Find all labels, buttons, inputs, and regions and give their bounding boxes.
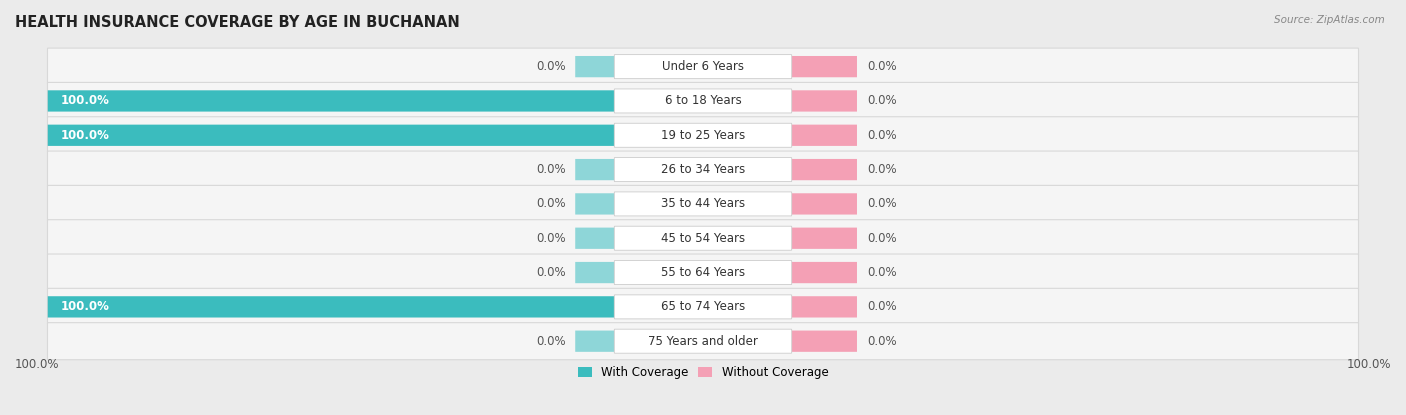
Text: 35 to 44 Years: 35 to 44 Years: [661, 198, 745, 210]
Text: 0.0%: 0.0%: [536, 334, 565, 348]
Text: 0.0%: 0.0%: [536, 232, 565, 245]
Text: 26 to 34 Years: 26 to 34 Years: [661, 163, 745, 176]
FancyBboxPatch shape: [48, 288, 1358, 325]
Legend: With Coverage, Without Coverage: With Coverage, Without Coverage: [572, 361, 834, 384]
Text: 45 to 54 Years: 45 to 54 Years: [661, 232, 745, 245]
Text: 55 to 64 Years: 55 to 64 Years: [661, 266, 745, 279]
FancyBboxPatch shape: [792, 124, 858, 146]
Text: 19 to 25 Years: 19 to 25 Years: [661, 129, 745, 142]
FancyBboxPatch shape: [614, 55, 792, 78]
Text: 75 Years and older: 75 Years and older: [648, 334, 758, 348]
Text: 100.0%: 100.0%: [60, 129, 110, 142]
FancyBboxPatch shape: [48, 124, 614, 146]
FancyBboxPatch shape: [48, 322, 1358, 360]
FancyBboxPatch shape: [792, 90, 858, 112]
FancyBboxPatch shape: [614, 329, 792, 353]
FancyBboxPatch shape: [614, 89, 792, 113]
Text: 100.0%: 100.0%: [1347, 358, 1391, 371]
Text: 100.0%: 100.0%: [60, 95, 110, 107]
FancyBboxPatch shape: [792, 296, 858, 317]
FancyBboxPatch shape: [614, 295, 792, 319]
FancyBboxPatch shape: [614, 158, 792, 182]
Text: Under 6 Years: Under 6 Years: [662, 60, 744, 73]
FancyBboxPatch shape: [48, 220, 1358, 257]
FancyBboxPatch shape: [575, 331, 614, 352]
Text: 0.0%: 0.0%: [868, 163, 897, 176]
FancyBboxPatch shape: [48, 186, 1358, 222]
FancyBboxPatch shape: [575, 56, 614, 77]
FancyBboxPatch shape: [575, 227, 614, 249]
Text: 0.0%: 0.0%: [868, 266, 897, 279]
Text: 0.0%: 0.0%: [536, 266, 565, 279]
FancyBboxPatch shape: [575, 193, 614, 215]
FancyBboxPatch shape: [614, 123, 792, 147]
FancyBboxPatch shape: [614, 192, 792, 216]
FancyBboxPatch shape: [792, 262, 858, 283]
FancyBboxPatch shape: [792, 227, 858, 249]
Text: 0.0%: 0.0%: [868, 95, 897, 107]
Text: 0.0%: 0.0%: [868, 232, 897, 245]
FancyBboxPatch shape: [614, 226, 792, 250]
Text: 0.0%: 0.0%: [868, 334, 897, 348]
Text: HEALTH INSURANCE COVERAGE BY AGE IN BUCHANAN: HEALTH INSURANCE COVERAGE BY AGE IN BUCH…: [15, 15, 460, 30]
Text: 0.0%: 0.0%: [536, 198, 565, 210]
FancyBboxPatch shape: [48, 83, 1358, 120]
FancyBboxPatch shape: [48, 254, 1358, 291]
Text: 100.0%: 100.0%: [15, 358, 59, 371]
FancyBboxPatch shape: [48, 48, 1358, 85]
Text: 0.0%: 0.0%: [868, 60, 897, 73]
FancyBboxPatch shape: [614, 261, 792, 285]
FancyBboxPatch shape: [575, 159, 614, 180]
FancyBboxPatch shape: [792, 56, 858, 77]
FancyBboxPatch shape: [48, 90, 614, 112]
FancyBboxPatch shape: [792, 159, 858, 180]
Text: 0.0%: 0.0%: [868, 129, 897, 142]
Text: 6 to 18 Years: 6 to 18 Years: [665, 95, 741, 107]
FancyBboxPatch shape: [575, 262, 614, 283]
Text: 0.0%: 0.0%: [868, 198, 897, 210]
Text: 100.0%: 100.0%: [60, 300, 110, 313]
FancyBboxPatch shape: [48, 151, 1358, 188]
Text: 0.0%: 0.0%: [536, 60, 565, 73]
Text: 0.0%: 0.0%: [868, 300, 897, 313]
Text: 65 to 74 Years: 65 to 74 Years: [661, 300, 745, 313]
FancyBboxPatch shape: [792, 193, 858, 215]
FancyBboxPatch shape: [48, 296, 614, 317]
Text: 0.0%: 0.0%: [536, 163, 565, 176]
Text: Source: ZipAtlas.com: Source: ZipAtlas.com: [1274, 15, 1385, 24]
FancyBboxPatch shape: [792, 331, 858, 352]
FancyBboxPatch shape: [48, 117, 1358, 154]
